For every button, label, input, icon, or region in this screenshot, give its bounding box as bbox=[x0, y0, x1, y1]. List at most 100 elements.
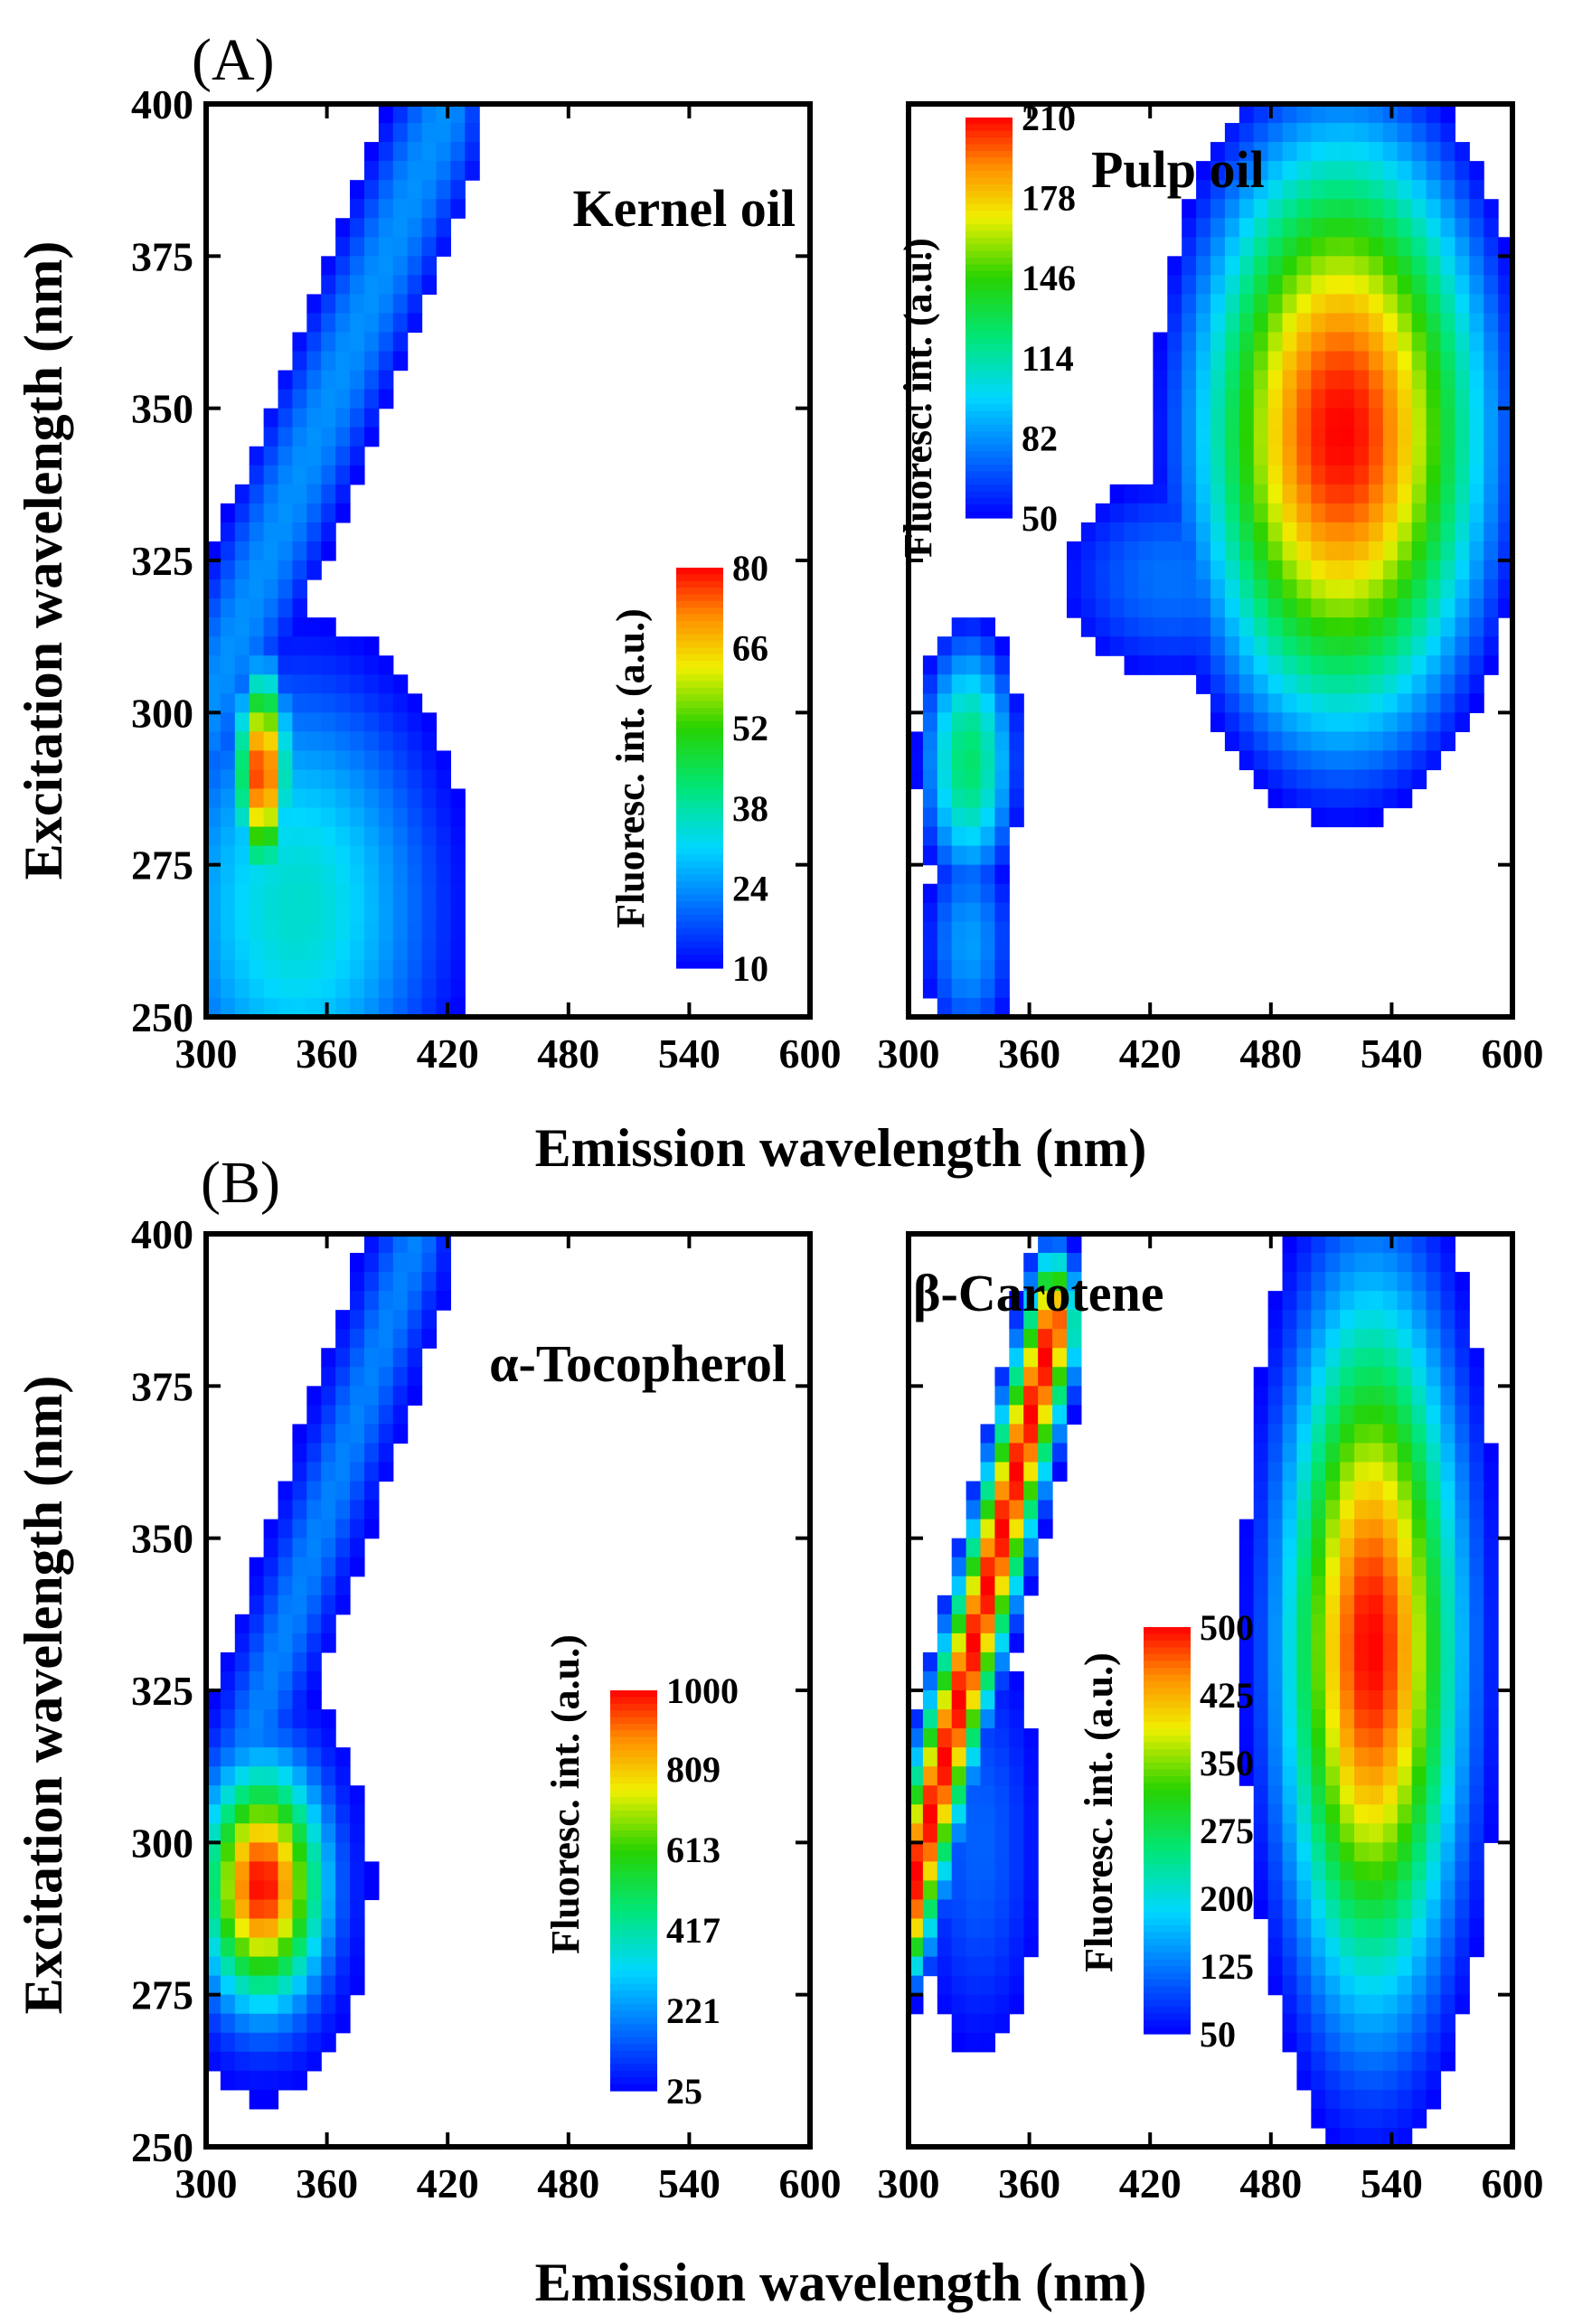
heatmap-cell bbox=[1426, 104, 1442, 124]
heatmap-cell bbox=[1253, 1651, 1269, 1672]
heatmap-cell bbox=[1224, 237, 1240, 257]
heatmap-cell bbox=[234, 674, 250, 694]
heatmap-cell bbox=[1354, 1481, 1370, 1501]
heatmap-cell bbox=[965, 1823, 982, 1843]
heatmap-cell bbox=[1224, 617, 1240, 637]
heatmap-cell bbox=[1267, 180, 1284, 200]
heatmap-cell bbox=[1253, 1728, 1269, 1748]
heatmap-cell bbox=[234, 1690, 250, 1710]
heatmap-cell bbox=[1224, 484, 1240, 504]
colorbar-segment bbox=[1144, 1891, 1191, 1899]
heatmap-cell bbox=[1426, 408, 1442, 428]
heatmap-cell bbox=[335, 1462, 351, 1482]
heatmap-cell bbox=[1282, 522, 1298, 542]
heatmap-cell bbox=[1469, 1785, 1484, 1805]
heatmap-cell bbox=[1368, 389, 1384, 409]
heatmap-cell bbox=[363, 997, 380, 1018]
heatmap-cell bbox=[1239, 1747, 1255, 1767]
heatmap-cell bbox=[1354, 636, 1370, 656]
heatmap-cell bbox=[249, 826, 265, 847]
heatmap-cell bbox=[1440, 237, 1455, 257]
heatmap-cell bbox=[350, 902, 365, 923]
heatmap-cell bbox=[392, 959, 409, 980]
heatmap-cell bbox=[1368, 2108, 1384, 2129]
heatmap-cell bbox=[1325, 1329, 1341, 1349]
colorbar-segment bbox=[676, 701, 723, 709]
heatmap-cell bbox=[234, 940, 250, 961]
heatmap-cell bbox=[1498, 541, 1513, 561]
heatmap-cell bbox=[1253, 674, 1269, 694]
heatmap-cell bbox=[234, 883, 250, 904]
heatmap-cell bbox=[292, 1690, 307, 1710]
heatmap-cell bbox=[1440, 1329, 1455, 1349]
heatmap-cell bbox=[1440, 693, 1455, 713]
heatmap-cell bbox=[1296, 484, 1312, 504]
heatmap-cell bbox=[1354, 1405, 1370, 1425]
heatmap-cell bbox=[1397, 1690, 1413, 1710]
heatmap-cell bbox=[980, 731, 996, 752]
heatmap-cell bbox=[909, 750, 924, 771]
heatmap-cell bbox=[1440, 541, 1455, 561]
heatmap-cell bbox=[1411, 1234, 1427, 1254]
heatmap-cell bbox=[1282, 1614, 1298, 1634]
colorbar-segment bbox=[610, 1703, 657, 1711]
heatmap-cell bbox=[378, 199, 394, 219]
heatmap-cell bbox=[350, 427, 365, 447]
heatmap-cell bbox=[951, 1956, 967, 1977]
heatmap-cell bbox=[1484, 541, 1499, 561]
heatmap-cell bbox=[392, 1234, 409, 1254]
heatmap-cell bbox=[306, 1443, 322, 1463]
heatmap-cell bbox=[1052, 1424, 1068, 1444]
heatmap-cell bbox=[1340, 2032, 1355, 2053]
heatmap-cell bbox=[1354, 712, 1370, 732]
y-tick-label: 300 bbox=[131, 1820, 193, 1866]
heatmap-cell bbox=[321, 1519, 336, 1539]
heatmap-cell bbox=[1325, 1367, 1341, 1387]
heatmap-cell bbox=[994, 959, 1010, 980]
heatmap-cell bbox=[292, 1823, 307, 1843]
heatmap-cell bbox=[220, 1842, 236, 1862]
heatmap-cell bbox=[1267, 1481, 1284, 1501]
heatmap-cell bbox=[909, 1937, 924, 1958]
heatmap-cell bbox=[1210, 218, 1226, 238]
heatmap-cell bbox=[1426, 1842, 1442, 1862]
heatmap-cell bbox=[234, 1880, 250, 1901]
heatmap-cell bbox=[1267, 541, 1284, 561]
heatmap-cell bbox=[421, 826, 438, 847]
heatmap-cell bbox=[1411, 1975, 1427, 1996]
heatmap-cell bbox=[220, 712, 236, 732]
heatmap-cell bbox=[234, 959, 250, 980]
heatmap-cell bbox=[980, 1557, 996, 1577]
heatmap-cell bbox=[1311, 617, 1326, 637]
heatmap-cell bbox=[1382, 1291, 1399, 1311]
heatmap-cell bbox=[1440, 1462, 1455, 1482]
heatmap-cell bbox=[1411, 1918, 1427, 1939]
colorbar-segment bbox=[676, 740, 723, 748]
heatmap-cell bbox=[1397, 1747, 1413, 1767]
heatmap-cell bbox=[278, 1842, 294, 1862]
heatmap-cell bbox=[1397, 123, 1413, 143]
heatmap-cell bbox=[1253, 351, 1269, 372]
heatmap-cell bbox=[421, 1329, 438, 1349]
heatmap-cell bbox=[263, 560, 279, 580]
heatmap-cell bbox=[965, 1557, 982, 1577]
heatmap-cell bbox=[1455, 1462, 1470, 1482]
heatmap-cell bbox=[1311, 446, 1326, 466]
heatmap-cell bbox=[436, 1291, 451, 1311]
heatmap-cell bbox=[1253, 1899, 1269, 1920]
heatmap-cell bbox=[1368, 294, 1384, 315]
heatmap-cell bbox=[1498, 389, 1513, 409]
heatmap-cell bbox=[306, 826, 322, 847]
heatmap-cell bbox=[1325, 2089, 1341, 2110]
heatmap-cell bbox=[1440, 636, 1455, 656]
heatmap-cell bbox=[1484, 1804, 1499, 1824]
heatmap-cell bbox=[321, 1614, 336, 1634]
heatmap-cell bbox=[1296, 1253, 1312, 1273]
heatmap-cell bbox=[922, 1842, 938, 1862]
heatmap-cell bbox=[1440, 218, 1455, 238]
heatmap-cell bbox=[206, 1690, 221, 1710]
heatmap-cell bbox=[1311, 123, 1326, 143]
heatmap-cell bbox=[1397, 1842, 1413, 1862]
heatmap-cell bbox=[1469, 1576, 1484, 1596]
heatmap-cell bbox=[1080, 522, 1097, 542]
